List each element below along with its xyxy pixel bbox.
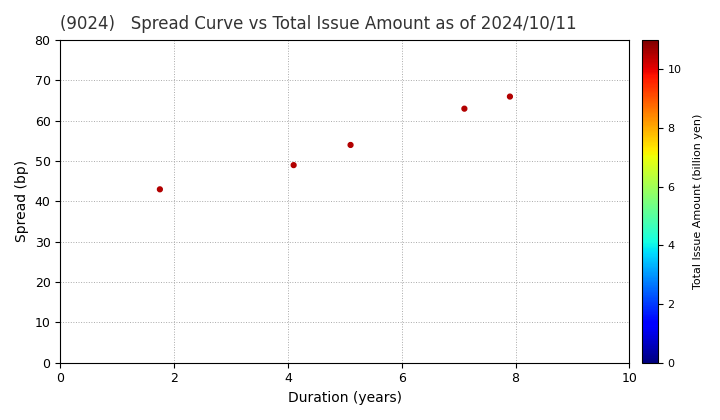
Point (154, 186, 166, 193)
Point (345, 142, 356, 148)
Y-axis label: Total Issue Amount (billion yen): Total Issue Amount (billion yen) (693, 114, 703, 289)
Point (504, 93, 516, 100)
X-axis label: Duration (years): Duration (years) (288, 391, 402, 405)
Y-axis label: Spread (bp): Spread (bp) (15, 160, 29, 242)
Point (459, 105, 470, 112)
Point (288, 162, 300, 168)
Text: (9024)   Spread Curve vs Total Issue Amount as of 2024/10/11: (9024) Spread Curve vs Total Issue Amoun… (60, 15, 577, 33)
